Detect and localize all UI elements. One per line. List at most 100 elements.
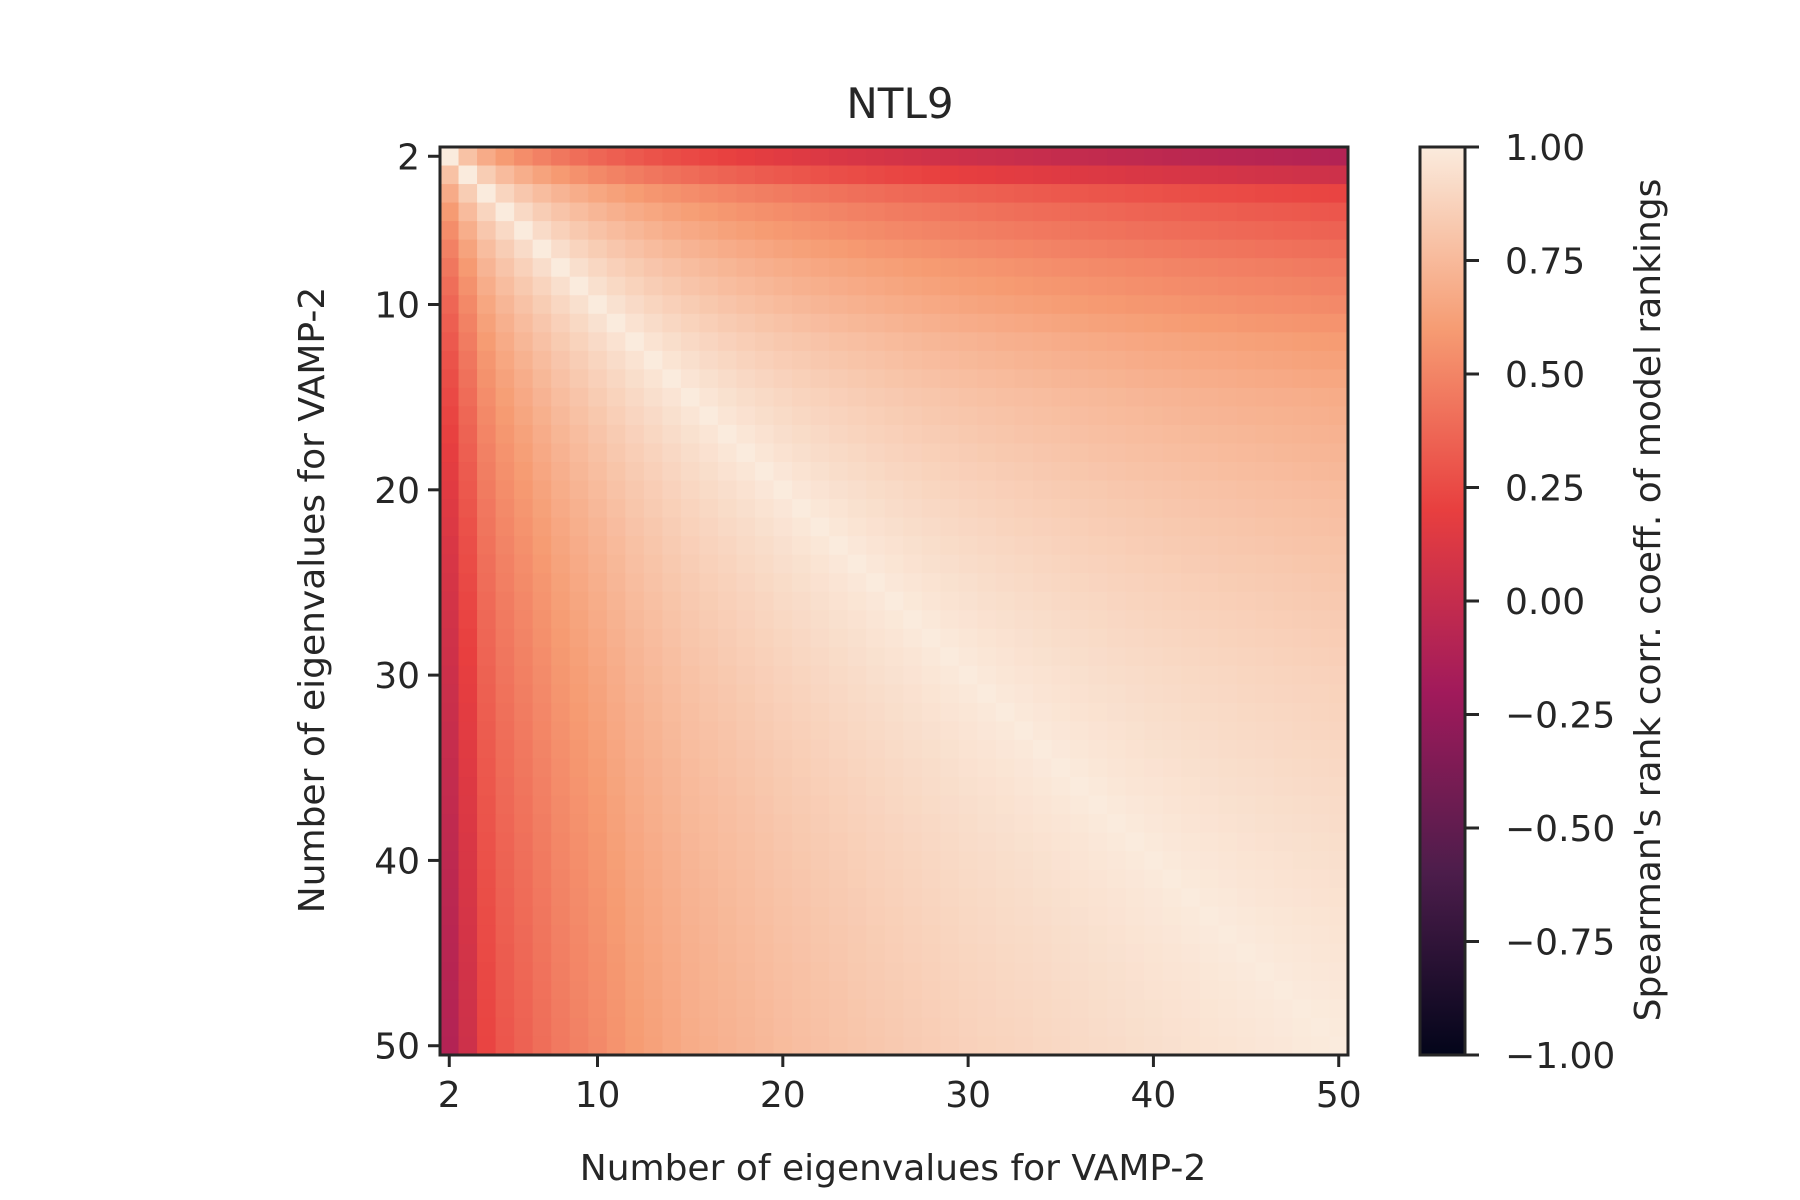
heatmap-cell bbox=[532, 554, 552, 574]
heatmap-cell bbox=[736, 221, 756, 241]
heatmap-cell bbox=[532, 851, 552, 871]
heatmap-cell bbox=[1032, 999, 1053, 1019]
heatmap-cell bbox=[1218, 795, 1238, 815]
heatmap-cell bbox=[1292, 406, 1312, 426]
heatmap-cell bbox=[1162, 795, 1182, 815]
heatmap-cell bbox=[1070, 795, 1090, 815]
heatmap-cell bbox=[995, 387, 1016, 408]
colorbar-tick-label: −1.00 bbox=[1505, 1036, 1615, 1077]
heatmap-cell bbox=[643, 239, 663, 259]
heatmap-cell bbox=[1051, 480, 1071, 500]
heatmap-cell bbox=[940, 517, 960, 537]
heatmap-cell bbox=[680, 239, 701, 259]
heatmap-cell bbox=[1162, 350, 1182, 370]
heatmap-cell bbox=[606, 443, 626, 463]
heatmap-cell bbox=[1236, 739, 1256, 760]
heatmap-cell bbox=[884, 184, 904, 204]
heatmap-cell bbox=[755, 832, 775, 852]
heatmap-cell bbox=[977, 906, 997, 926]
heatmap-cell bbox=[551, 795, 571, 815]
heatmap-cell bbox=[1292, 758, 1312, 778]
heatmap-cell bbox=[699, 888, 719, 908]
heatmap-cell bbox=[680, 702, 701, 723]
heatmap-cell bbox=[680, 925, 701, 945]
heatmap-cell bbox=[773, 665, 793, 685]
heatmap-cell bbox=[1310, 1017, 1331, 1038]
heatmap-cell bbox=[625, 147, 645, 167]
heatmap-cell bbox=[699, 443, 719, 463]
heatmap-cell bbox=[625, 499, 645, 519]
heatmap-cell bbox=[1218, 739, 1238, 760]
heatmap-cell bbox=[1218, 313, 1238, 333]
heatmap-cell bbox=[773, 332, 793, 352]
heatmap-cell bbox=[1236, 851, 1256, 871]
heatmap-cell bbox=[1236, 184, 1256, 204]
heatmap-cell bbox=[792, 499, 812, 519]
heatmap-cell bbox=[1051, 814, 1071, 834]
heatmap-cell bbox=[606, 888, 626, 908]
heatmap-cell bbox=[903, 795, 923, 815]
heatmap-cell bbox=[440, 147, 460, 167]
heatmap-cell bbox=[680, 147, 701, 167]
heatmap-cell bbox=[699, 554, 719, 574]
heatmap-cell bbox=[736, 980, 756, 1001]
heatmap-cell bbox=[1255, 980, 1275, 1001]
heatmap-cell bbox=[717, 795, 738, 815]
heatmap-cell bbox=[1051, 258, 1071, 278]
heatmap-cell bbox=[514, 480, 534, 500]
heatmap-cell bbox=[940, 739, 960, 760]
heatmap-cell bbox=[1144, 721, 1164, 741]
heatmap-cell bbox=[1162, 165, 1182, 185]
heatmap-cell bbox=[903, 536, 923, 556]
heatmap-cell bbox=[1329, 239, 1349, 259]
heatmap-cell bbox=[1181, 628, 1201, 648]
heatmap-cell bbox=[755, 647, 775, 667]
heatmap-cell bbox=[680, 628, 701, 648]
heatmap-cell bbox=[1107, 628, 1127, 648]
heatmap-cell bbox=[736, 350, 756, 370]
heatmap-cell bbox=[1181, 258, 1201, 278]
heatmap-cell bbox=[940, 869, 960, 889]
heatmap-cell bbox=[1236, 1017, 1256, 1038]
heatmap-cell bbox=[829, 925, 849, 945]
heatmap-cell bbox=[606, 832, 626, 852]
heatmap-cell bbox=[1236, 443, 1256, 463]
heatmap-cell bbox=[736, 239, 756, 259]
heatmap-cell bbox=[1070, 684, 1090, 704]
heatmap-cell bbox=[810, 147, 830, 167]
heatmap-cell bbox=[977, 795, 997, 815]
heatmap-cell bbox=[884, 795, 904, 815]
heatmap-cell bbox=[717, 147, 738, 167]
heatmap-cell bbox=[532, 684, 552, 704]
heatmap-cell bbox=[1014, 925, 1034, 945]
heatmap-cell bbox=[532, 999, 552, 1019]
heatmap-cell bbox=[662, 313, 682, 333]
heatmap-cell bbox=[1144, 573, 1164, 593]
heatmap-cell bbox=[1162, 758, 1182, 778]
heatmap-cell bbox=[1255, 684, 1275, 704]
heatmap-cell bbox=[625, 480, 645, 500]
heatmap-cell bbox=[792, 313, 812, 333]
heatmap-cell bbox=[717, 962, 738, 982]
heatmap-cell bbox=[440, 332, 460, 352]
heatmap-cell bbox=[606, 313, 626, 333]
heatmap-cell bbox=[1329, 332, 1349, 352]
heatmap-cell bbox=[606, 1036, 626, 1056]
heatmap-cell bbox=[1181, 350, 1201, 370]
heatmap-cell bbox=[773, 499, 793, 519]
heatmap-cell bbox=[810, 536, 830, 556]
heatmap-cell bbox=[829, 869, 849, 889]
heatmap-cell bbox=[1181, 332, 1201, 352]
heatmap-cell bbox=[625, 943, 645, 963]
heatmap-cell bbox=[1070, 258, 1090, 278]
heatmap-cell bbox=[532, 906, 552, 926]
heatmap-cell bbox=[458, 906, 478, 926]
heatmap-cell bbox=[977, 480, 997, 500]
heatmap-cell bbox=[995, 1017, 1016, 1038]
heatmap-cell bbox=[792, 1017, 812, 1038]
heatmap-cell bbox=[866, 684, 886, 704]
heatmap-cell bbox=[1255, 258, 1275, 278]
heatmap-cell bbox=[606, 962, 626, 982]
heatmap-cell bbox=[1070, 443, 1090, 463]
heatmap-cell bbox=[1218, 610, 1238, 630]
